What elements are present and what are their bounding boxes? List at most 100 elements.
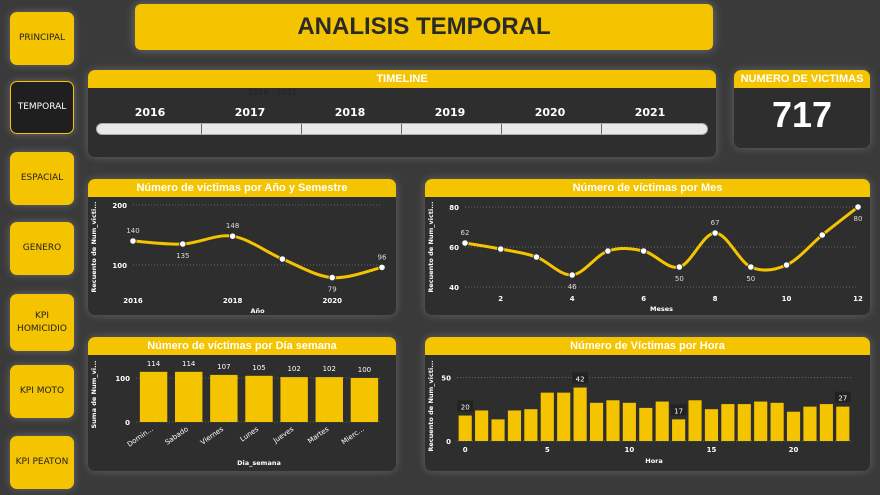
- chart-title: Número de víctimas por Día semana: [88, 337, 396, 355]
- data-label: 140: [126, 227, 139, 235]
- data-label: 148: [226, 222, 239, 230]
- bar: [350, 378, 379, 422]
- data-label: 107: [217, 363, 230, 371]
- bar: [655, 401, 669, 441]
- timeline-year[interactable]: 2020: [534, 106, 566, 119]
- bar: [491, 419, 505, 441]
- bar: [803, 406, 817, 441]
- y-tick-label: 0: [446, 438, 451, 446]
- data-point: [461, 239, 469, 247]
- timeline-year[interactable]: 2018: [334, 106, 366, 119]
- data-point: [179, 240, 187, 248]
- y-tick-label: 200: [112, 202, 127, 210]
- x-tick-label: 2018: [223, 297, 243, 305]
- bar: [672, 419, 686, 441]
- y-tick-label: 100: [115, 375, 130, 383]
- timeline-divider: [601, 124, 602, 134]
- x-tick-label: 10: [782, 295, 792, 303]
- bar: [175, 371, 203, 422]
- series-line: [132, 234, 383, 280]
- data-label: 50: [746, 275, 755, 283]
- chart-weekday: Número de víctimas por Día semana Suma d…: [88, 337, 396, 471]
- nav-button-temporal[interactable]: TEMPORAL: [10, 81, 74, 134]
- data-point: [782, 261, 791, 269]
- timeline-title: TIMELINE: [88, 70, 716, 88]
- y-tick-label: 100: [112, 262, 127, 270]
- nav-button-genero[interactable]: GENERO: [10, 222, 74, 275]
- data-point: [129, 237, 137, 245]
- x-tick-label: 20: [789, 446, 799, 454]
- y-axis-label: Recuento de Num_victi...: [427, 360, 435, 451]
- bar: [524, 409, 538, 441]
- x-tick-label: 5: [545, 446, 550, 454]
- bar: [139, 371, 168, 422]
- data-label: 46: [568, 283, 577, 291]
- x-tick-label: 2020: [322, 297, 342, 305]
- bar: [737, 404, 751, 441]
- timeline-year[interactable]: 2016: [134, 106, 166, 119]
- data-point: [568, 271, 576, 279]
- bar: [507, 410, 522, 441]
- bar: [245, 375, 273, 422]
- timeline-track[interactable]: [96, 123, 708, 135]
- bar: [639, 407, 653, 441]
- bar: [540, 392, 554, 441]
- data-point: [378, 263, 386, 272]
- y-tick-label: 0: [125, 419, 130, 427]
- y-tick-label: 50: [441, 374, 451, 382]
- timeline-year[interactable]: 2017: [234, 106, 266, 119]
- y-tick-label: 80: [449, 204, 459, 212]
- x-tick-label: 6: [641, 295, 646, 303]
- data-label: 67: [711, 219, 720, 227]
- bar: [622, 402, 636, 441]
- data-label: 80: [854, 215, 863, 223]
- data-label-box: [572, 372, 589, 384]
- bar: [786, 411, 801, 441]
- chart-title: Número de víctimas por Mes: [425, 179, 870, 197]
- chart-title: Número de víctimas por Año y Semestre: [88, 179, 396, 197]
- page-title: ANALISIS TEMPORAL: [135, 4, 713, 50]
- x-tick-label: 10: [625, 446, 635, 454]
- bar: [836, 406, 850, 441]
- timeline-divider: [201, 124, 202, 134]
- nav-button-kpi-homicidio[interactable]: KPI HOMICIDIO: [10, 294, 74, 351]
- bar: [589, 402, 604, 441]
- data-point: [640, 247, 648, 255]
- data-label: 62: [461, 229, 470, 237]
- data-point: [747, 263, 755, 271]
- timeline-divider: [301, 124, 302, 134]
- data-point: [818, 231, 826, 239]
- y-tick-label: 60: [449, 244, 459, 252]
- x-axis-label: Dia_semana: [237, 459, 281, 467]
- nav-button-espacial[interactable]: ESPACIAL: [10, 152, 74, 205]
- data-point: [278, 255, 286, 263]
- x-tick-label: 2: [498, 295, 503, 303]
- data-point: [854, 203, 862, 211]
- data-label: 102: [323, 365, 336, 373]
- nav-button-kpi-moto[interactable]: KPI MOTO: [10, 365, 74, 418]
- data-label: 42: [576, 376, 585, 384]
- timeline-divider: [501, 124, 502, 134]
- data-label: 105: [252, 364, 265, 372]
- x-tick-label: Viernes: [199, 425, 225, 447]
- data-point: [604, 247, 612, 255]
- x-tick-label: 0: [463, 446, 468, 454]
- y-axis-label: Recuento de Num_victi...: [90, 201, 98, 292]
- timeline-year[interactable]: 2021: [634, 106, 666, 119]
- timeline-year[interactable]: 2019: [434, 106, 466, 119]
- x-tick-label: Lunes: [239, 425, 261, 444]
- y-axis-label: Suma de Num_vi...: [90, 360, 98, 428]
- data-label: 79: [328, 286, 337, 294]
- data-label: 20: [461, 404, 470, 412]
- x-tick-label: 2016: [123, 297, 143, 305]
- x-tick-label: 4: [570, 295, 575, 303]
- data-point: [532, 253, 541, 261]
- nav-button-kpi-peaton[interactable]: KPI PEATON: [10, 436, 74, 489]
- kpi-value: 717: [771, 94, 833, 135]
- x-tick-label: 8: [713, 295, 718, 303]
- data-label-box: [834, 391, 851, 403]
- nav-button-principal[interactable]: PRINCIPAL: [10, 12, 74, 65]
- data-label: 114: [147, 360, 161, 368]
- chart-weekday-svg: Suma de Num_vi... 0 100 114 Domin... 114 Sabad…: [90, 360, 382, 467]
- bar: [280, 377, 308, 422]
